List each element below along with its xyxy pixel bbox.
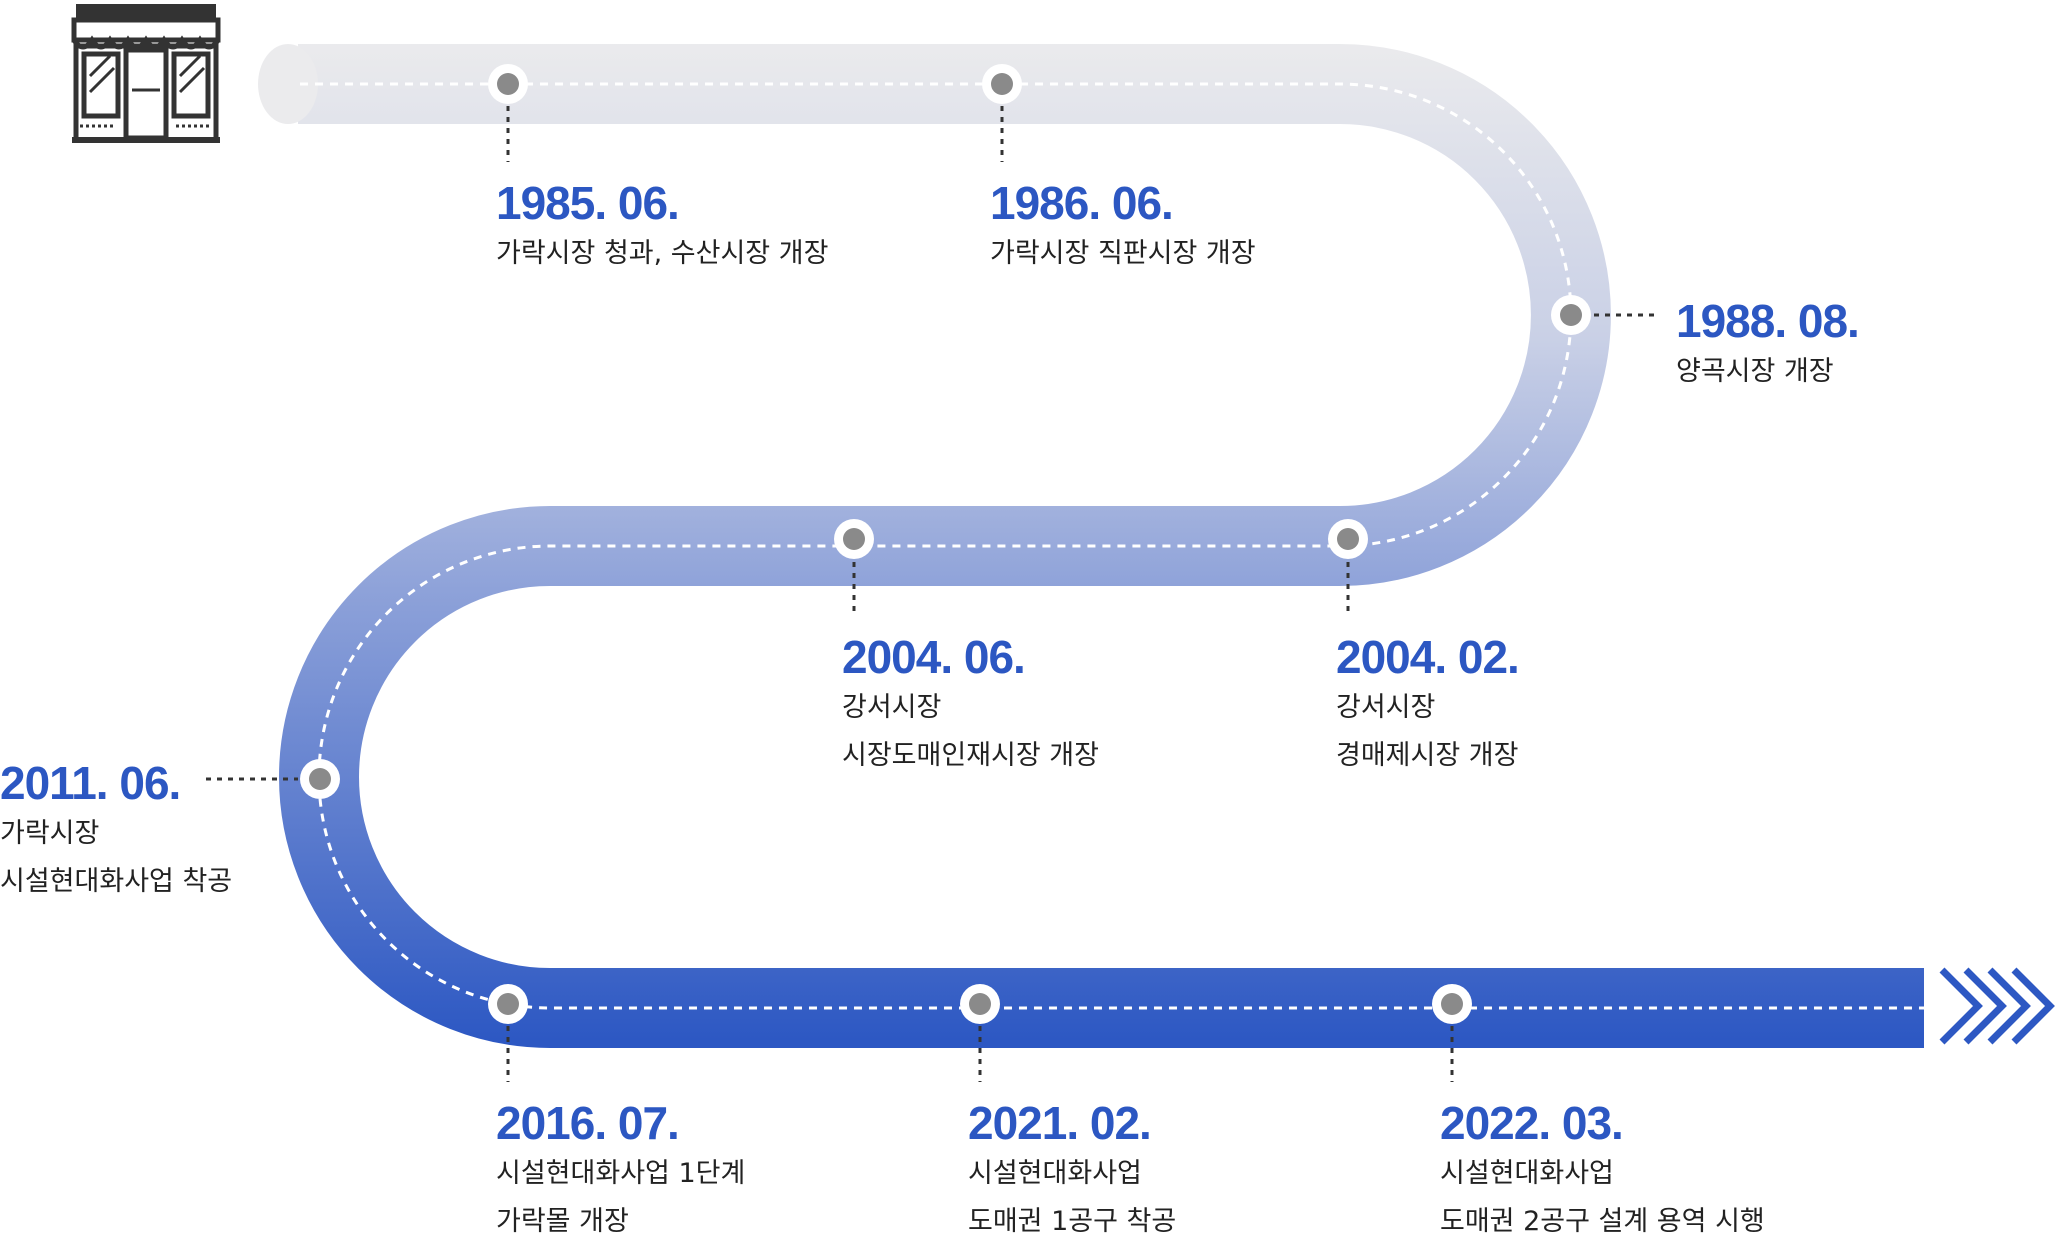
milestone-description: 시설현대화사업 도매권 2공구 설계 용역 시행 <box>1440 1150 1765 1246</box>
milestone-date: 2022. 03. <box>1440 1096 1765 1150</box>
milestone-description-line: 강서시장 <box>1336 684 1519 732</box>
milestone-description: 시설현대화사업 도매권 1공구 착공 <box>968 1150 1176 1246</box>
milestone-date: 1986. 06. <box>990 176 1256 230</box>
milestone-description-line: 가락몰 개장 <box>496 1198 745 1246</box>
milestone-description: 가락시장 직판시장 개장 <box>990 230 1256 278</box>
milestone-description-line: 시장도매인재시장 개장 <box>842 732 1099 780</box>
milestone-description-line: 시설현대화사업 착공 <box>0 858 232 906</box>
milestone-description-line: 시설현대화사업 <box>1440 1150 1765 1198</box>
milestone-node-dot <box>497 73 519 95</box>
milestone-date: 2016. 07. <box>496 1096 745 1150</box>
milestone-date: 2011. 06. <box>0 756 232 810</box>
milestone-description-line: 가락시장 청과, 수산시장 개장 <box>496 230 828 278</box>
milestone-date: 2004. 06. <box>842 630 1099 684</box>
milestone-label: 2016. 07. 시설현대화사업 1단계 가락몰 개장 <box>496 1096 745 1246</box>
milestone-description-line: 강서시장 <box>842 684 1099 732</box>
shop-icon <box>72 4 220 140</box>
milestone-description: 양곡시장 개장 <box>1676 348 1859 396</box>
milestone-label: 1985. 06. 가락시장 청과, 수산시장 개장 <box>496 176 828 278</box>
milestone-date: 2021. 02. <box>968 1096 1176 1150</box>
milestone-node-dot <box>969 993 991 1015</box>
milestone-node-dot <box>991 73 1013 95</box>
milestone-description: 가락시장 시설현대화사업 착공 <box>0 810 232 906</box>
milestone-label: 2004. 06. 강서시장 시장도매인재시장 개장 <box>842 630 1099 780</box>
milestone-description-line: 양곡시장 개장 <box>1676 348 1859 396</box>
milestone-date: 1985. 06. <box>496 176 828 230</box>
milestone-description-line: 가락시장 <box>0 810 232 858</box>
milestone-description: 가락시장 청과, 수산시장 개장 <box>496 230 828 278</box>
milestone-description-line: 가락시장 직판시장 개장 <box>990 230 1256 278</box>
chevrons-right-icon <box>1942 970 2050 1042</box>
milestone-description-line: 시설현대화사업 <box>968 1150 1176 1198</box>
milestone-label: 2022. 03. 시설현대화사업 도매권 2공구 설계 용역 시행 <box>1440 1096 1765 1246</box>
milestone-label: 1988. 08. 양곡시장 개장 <box>1676 294 1859 396</box>
milestone-description-line: 경매제시장 개장 <box>1336 732 1519 780</box>
milestone-description-line: 도매권 2공구 설계 용역 시행 <box>1440 1198 1765 1246</box>
milestone-label: 2011. 06. 가락시장 시설현대화사업 착공 <box>0 756 232 906</box>
milestone-label: 2004. 02. 강서시장 경매제시장 개장 <box>1336 630 1519 780</box>
milestone-description-line: 도매권 1공구 착공 <box>968 1198 1176 1246</box>
milestone-date: 1988. 08. <box>1676 294 1859 348</box>
milestone-node-dot <box>1337 528 1359 550</box>
milestone-label: 2021. 02. 시설현대화사업 도매권 1공구 착공 <box>968 1096 1176 1246</box>
milestone-label: 1986. 06. 가락시장 직판시장 개장 <box>990 176 1256 278</box>
milestone-description: 강서시장 시장도매인재시장 개장 <box>842 684 1099 780</box>
milestone-description: 강서시장 경매제시장 개장 <box>1336 684 1519 780</box>
road-start-cap <box>258 44 318 124</box>
milestone-date: 2004. 02. <box>1336 630 1519 684</box>
milestone-description: 시설현대화사업 1단계 가락몰 개장 <box>496 1150 745 1246</box>
milestone-node-dot <box>309 768 331 790</box>
milestone-node-dot <box>1441 993 1463 1015</box>
milestone-description-line: 시설현대화사업 1단계 <box>496 1150 745 1198</box>
milestone-node-dot <box>1560 304 1582 326</box>
milestone-node-dot <box>497 993 519 1015</box>
milestone-node-dot <box>843 528 865 550</box>
